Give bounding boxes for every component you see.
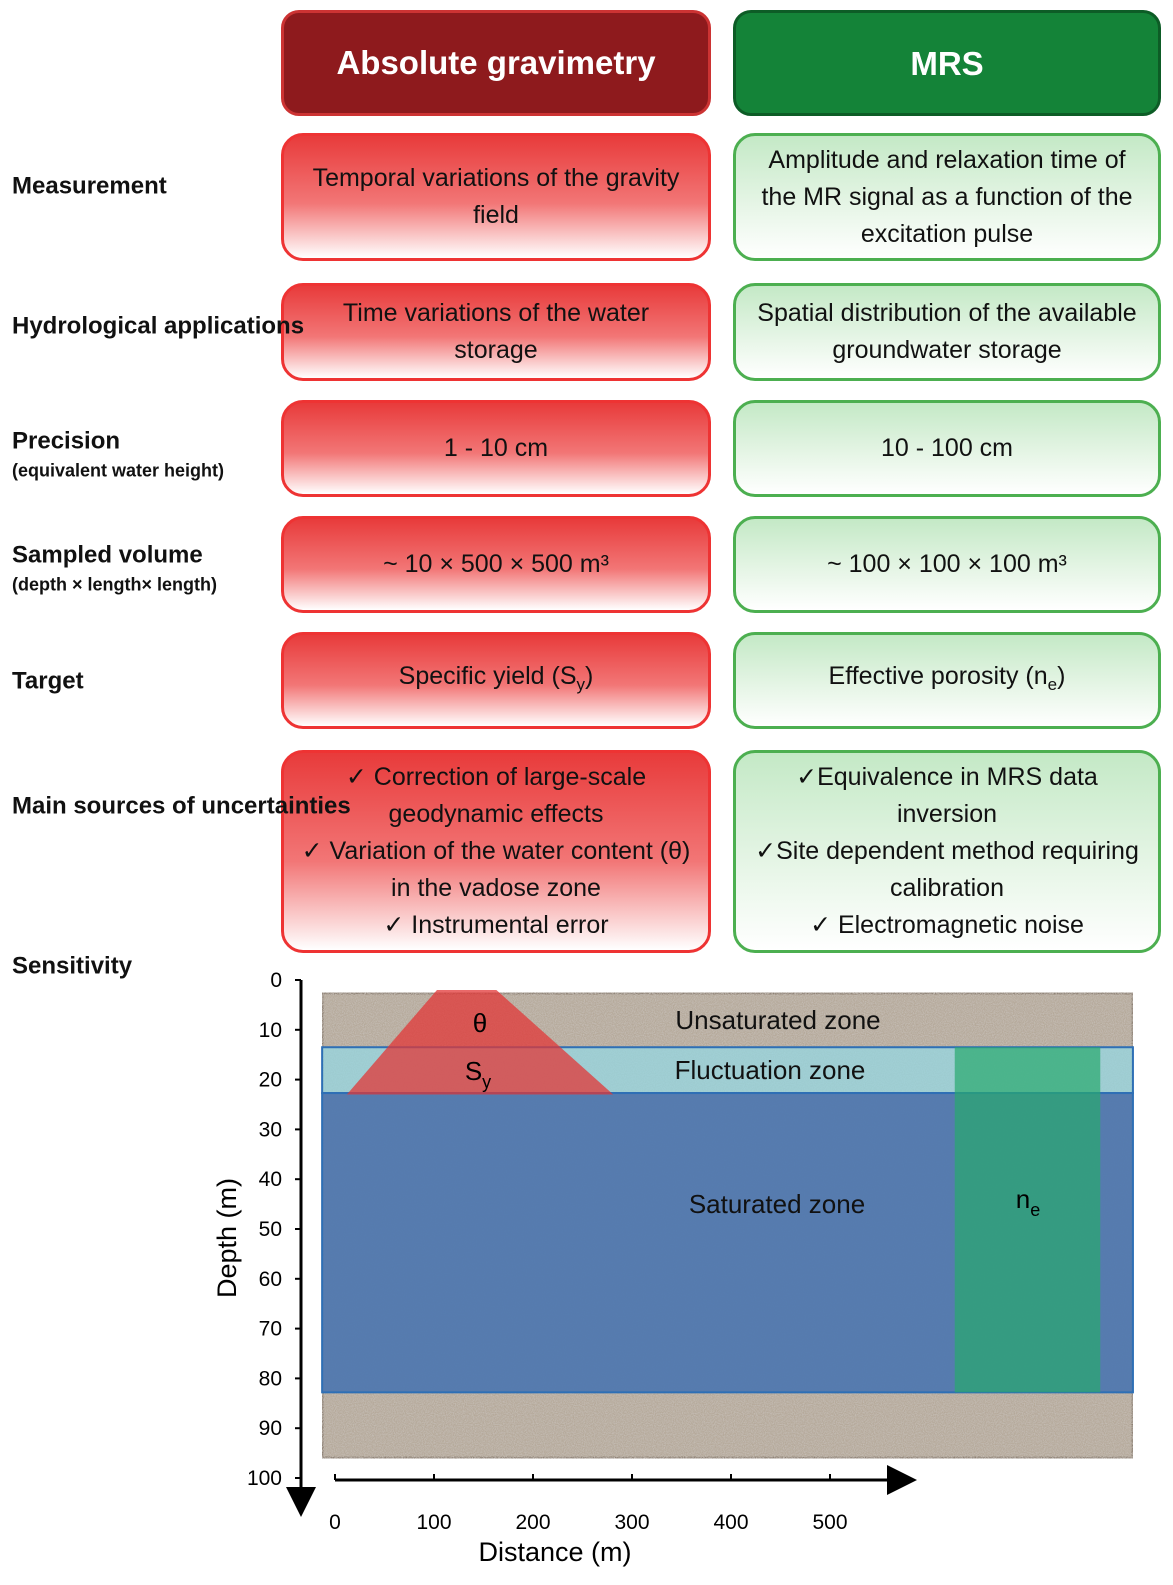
cell: ✓Equivalence in MRS data inversion ✓Site … xyxy=(733,750,1161,953)
x-tick-label: 400 xyxy=(713,1511,748,1534)
cell-text: ✓ Correction of large-scale geodynamic e… xyxy=(345,763,647,828)
text: n xyxy=(1016,1184,1030,1214)
row-label-text: Hydrological applications xyxy=(12,312,305,340)
cell: Effective porosity (ne) xyxy=(733,632,1161,729)
row-label: Sensitivity xyxy=(12,952,133,980)
cell-text: ~ 100 × 100 × 100 m³ xyxy=(827,550,1067,578)
cell: Amplitude and relaxation time of the MR … xyxy=(733,133,1161,261)
subscript: e xyxy=(1030,1200,1040,1220)
y-tick-label: 70 xyxy=(259,1318,282,1341)
cell-text: ✓ Electromagnetic noise xyxy=(810,911,1084,939)
cell-text: ~ 10 × 500 × 500 m³ xyxy=(383,550,609,578)
cell-text: 10 - 100 cm xyxy=(880,434,1013,462)
text: Effective porosity (n xyxy=(828,662,1048,690)
cell-text: Temporal variations of the gravity field xyxy=(312,164,680,229)
x-tick-label: 100 xyxy=(416,1511,451,1534)
text: ) xyxy=(585,662,594,690)
row-sublabel: (equivalent water height) xyxy=(12,460,225,481)
cell-text: Specific yield (Sy) xyxy=(399,658,594,703)
row-label: Sampled volume (depth × length× length) xyxy=(12,537,217,596)
y-tick-label: 10 xyxy=(259,1019,282,1042)
text: Specific yield (S xyxy=(398,662,577,690)
y-tick-label: 80 xyxy=(259,1367,282,1390)
cell: ✓ Correction of large-scale geodynamic e… xyxy=(281,750,711,953)
row-label: Measurement xyxy=(12,168,167,205)
x-tick-label: 0 xyxy=(329,1511,341,1534)
row-label-text: Sampled volume xyxy=(12,541,203,569)
cell: 10 - 100 cm xyxy=(733,400,1161,497)
cell-text: ✓Equivalence in MRS data inversion xyxy=(796,763,1098,828)
cell: ~ 100 × 100 × 100 m³ xyxy=(733,516,1161,613)
cell-text: Effective porosity (ne) xyxy=(829,658,1066,703)
subscript: y xyxy=(576,675,586,694)
sensitivity-diagram: Unsaturated zone Fluctuation zone Saturate… xyxy=(212,969,1135,1567)
cell-text: ✓ Variation of the water content (θ) in … xyxy=(301,837,691,902)
footprint-label: θ xyxy=(473,1008,487,1038)
row-label-text: Precision xyxy=(12,427,121,455)
row-label: Main sources of uncertainties xyxy=(12,788,351,825)
x-axis-label: Distance (m) xyxy=(478,1537,631,1567)
subscript: y xyxy=(482,1072,491,1092)
cell: Time variations of the water storage xyxy=(281,283,711,381)
y-axis-label: Depth (m) xyxy=(212,1178,242,1298)
y-tick-label: 20 xyxy=(259,1069,282,1092)
cell: 1 - 10 cm xyxy=(281,400,711,497)
y-tick-label: 100 xyxy=(247,1467,282,1490)
row-label: Hydrological applications xyxy=(12,308,304,345)
x-tick-label: 300 xyxy=(614,1511,649,1534)
row-sublabel: (depth × length× length) xyxy=(12,574,217,595)
cell: Spatial distribution of the available gr… xyxy=(733,283,1161,381)
cell: ~ 10 × 500 × 500 m³ xyxy=(281,516,711,613)
cell-text: Spatial distribution of the available gr… xyxy=(757,299,1137,364)
cell: Temporal variations of the gravity field xyxy=(281,133,711,261)
cell-text: Time variations of the water storage xyxy=(342,299,650,364)
x-tick-label: 500 xyxy=(812,1511,847,1534)
y-tick-label: 60 xyxy=(259,1268,282,1291)
cell-text: Amplitude and relaxation time of the MR … xyxy=(761,145,1133,248)
x-tick-label: 200 xyxy=(515,1511,550,1534)
zone-label: Unsaturated zone xyxy=(675,1005,880,1035)
y-tick-label: 50 xyxy=(259,1218,282,1241)
gravimetry-footprint xyxy=(346,989,614,1095)
row-label-text: Measurement xyxy=(12,172,167,200)
row-label-text: Target xyxy=(12,667,84,695)
footprint-label: ne xyxy=(1016,1184,1040,1220)
row-label: Target xyxy=(12,663,84,700)
row-label-text: Main sources of uncertainties xyxy=(12,792,351,820)
column-header: Absolute gravimetry xyxy=(281,10,711,116)
column-header: MRS xyxy=(733,10,1161,116)
y-tick-label: 90 xyxy=(259,1417,282,1440)
cell-text: ✓Site dependent method requiring calibra… xyxy=(755,837,1139,902)
row-label: Precision (equivalent water height) xyxy=(12,423,224,482)
footprint-label: Sy xyxy=(465,1056,491,1092)
y-tick-label: 0 xyxy=(270,969,282,992)
text: S xyxy=(465,1056,482,1086)
cell-text: ✓ Instrumental error xyxy=(383,911,609,939)
subscript: e xyxy=(1047,675,1058,694)
y-tick-label: 40 xyxy=(259,1168,282,1191)
cell: Specific yield (Sy) xyxy=(281,632,711,729)
text: ) xyxy=(1057,662,1066,690)
y-tick-label: 30 xyxy=(259,1118,282,1141)
zone-label: Fluctuation zone xyxy=(675,1055,866,1085)
mrs-footprint xyxy=(954,1047,1101,1393)
cell-text: 1 - 10 cm xyxy=(443,434,549,462)
zone-label: Saturated zone xyxy=(689,1189,865,1219)
